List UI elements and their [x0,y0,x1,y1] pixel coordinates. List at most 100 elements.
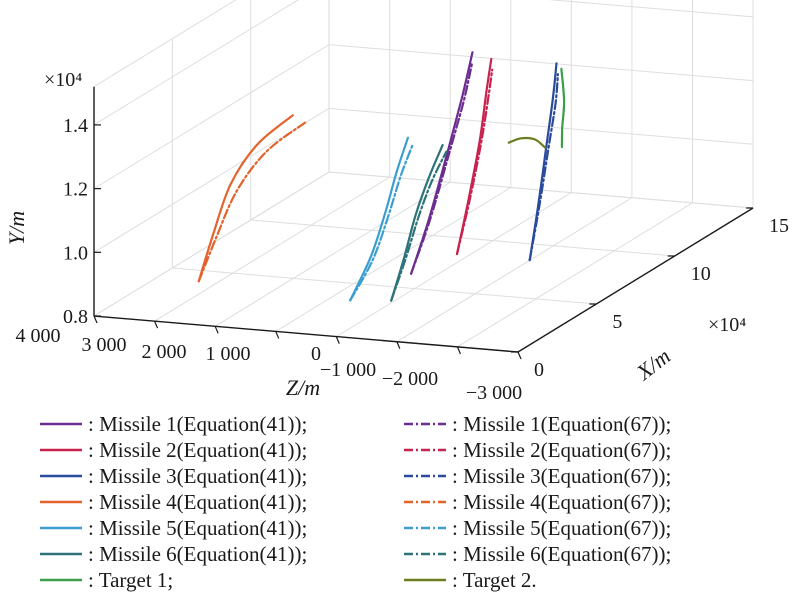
grid-line [93,0,237,88]
series-line-13 [560,67,566,149]
x-tick-label: 15 [769,215,789,237]
grid-line [329,44,754,82]
z-tick-mark [154,320,159,329]
legend-line-symbol [40,526,82,530]
legend-line-symbol [40,500,82,504]
legend-line-symbol [40,552,82,556]
z-tick-mark [456,346,461,355]
grid-line [396,197,633,343]
legend-label: : Missile 6(Equation(67)); [452,542,672,566]
series-line-3 [455,57,493,256]
legend-label: : Missile 2(Equation(41)); [88,438,308,462]
z-tick-mark [396,341,401,349]
series-line-11 [390,144,444,302]
grid-line [275,187,512,332]
legend-line-symbol [404,500,446,504]
series-line-9 [349,136,409,302]
series-line-10 [349,143,414,302]
grid-line [93,44,330,190]
y-axis-scale-label: ×10⁴ [44,69,82,91]
legend-item: : Missile 3(Equation(41)); [40,464,307,488]
x-tick-label: 0 [534,359,544,381]
legend-item: : Missile 6(Equation(41)); [40,542,307,566]
y-tick-label: 1.2 [63,179,88,201]
y-tick-label: 0.8 [63,306,88,328]
z-tick-label: 2 000 [142,341,187,363]
z-tick-mark [335,336,340,344]
legend-item: : Missile 3(Equation(67)); [404,464,671,488]
series-line-12 [390,150,448,302]
series-line-8 [197,121,306,283]
grid-line [547,0,754,18]
legend-item: : Missile 4(Equation(41)); [40,490,307,514]
legend-line-symbol [404,552,446,556]
legend-line-symbol [404,422,446,426]
grid-line [172,267,597,305]
series-line-14 [507,136,547,149]
series-layer [197,51,566,302]
legend-item: : Missile 6(Equation(67)); [404,542,671,566]
legend-label: : Target 2. [452,568,537,592]
chart-plot-area: 4 000 3 000 2 000 1 000 0−1 000 −2 000−3 0000… [4,0,789,404]
z-tick-label: −3 000 [466,382,522,404]
legend-line-symbol [40,474,82,478]
z-tick-label: 0 [311,343,321,365]
grid-line [214,181,451,327]
z-tick-label: −1 000 [320,359,376,381]
legend-item: : Missile 5(Equation(41)); [40,516,307,540]
legend-item: : Missile 2(Equation(67)); [404,438,671,462]
legend-line-symbol [40,422,82,426]
grid-line [336,192,572,338]
legend-label: : Missile 1(Equation(67)); [452,412,672,436]
z-tick-label: 1 000 [206,343,251,365]
z-axis-label: Z/m [286,375,320,400]
z-axis-line [93,315,519,353]
series-line-5 [528,62,558,262]
grid-line [93,0,299,126]
grid-line [154,176,390,322]
series-line-1 [410,51,474,275]
x-axis-scale-label: ×10⁴ [708,314,746,336]
legend-line-symbol [40,578,82,582]
legend-label: : Missile 3(Equation(67)); [452,464,672,488]
grid-line [93,171,330,317]
y-tick-label: 1.0 [63,242,88,264]
legend-line-symbol [404,474,446,478]
y-axis-label: Y/m [4,211,29,245]
legend-item: : Missile 1(Equation(67)); [404,412,671,436]
z-tick-mark [93,315,98,324]
legend-label: : Missile 6(Equation(41)); [88,542,308,566]
legend-item: : Missile 1(Equation(41)); [40,412,307,436]
legend-label: : Missile 4(Equation(67)); [452,490,672,514]
series-line-7 [197,114,294,283]
legend-label: : Missile 5(Equation(67)); [452,516,672,540]
legend-line-symbol [404,578,446,582]
legend-line-symbol [404,526,446,530]
x-tick-label: 10 [691,263,711,285]
z-tick-label: 4 000 [16,325,61,347]
legend-label: : Missile 1(Equation(41)); [88,412,308,436]
z-tick-label: 3 000 [82,334,127,356]
legend-label: : Missile 2(Equation(67)); [452,438,672,462]
legend-label: : Target 1; [88,568,174,592]
y-tick-label: 1.4 [63,115,88,137]
z-tick-label: −2 000 [382,368,438,390]
legend-item: : Missile 2(Equation(41)); [40,438,307,462]
legend-line-symbol [40,448,82,452]
series-line-4 [455,68,494,256]
legend-item: : Missile 5(Equation(67)); [404,516,671,540]
legend-line-symbol [404,448,446,452]
axis-lines [93,86,754,360]
legend-label: : Missile 5(Equation(41)); [88,516,308,540]
z-tick-mark [214,326,219,334]
grid-line [250,219,675,257]
z-tick-mark [517,351,522,360]
grid-line [329,107,754,145]
legend-label: : Missile 3(Equation(41)); [88,464,308,488]
grid-lines [93,0,754,353]
grid-line [457,202,693,348]
legend-item: : Target 1; [40,568,173,592]
x-axis-line [517,207,754,353]
x-tick-label: 5 [612,311,622,333]
x-axis-label: X/m [631,343,675,385]
